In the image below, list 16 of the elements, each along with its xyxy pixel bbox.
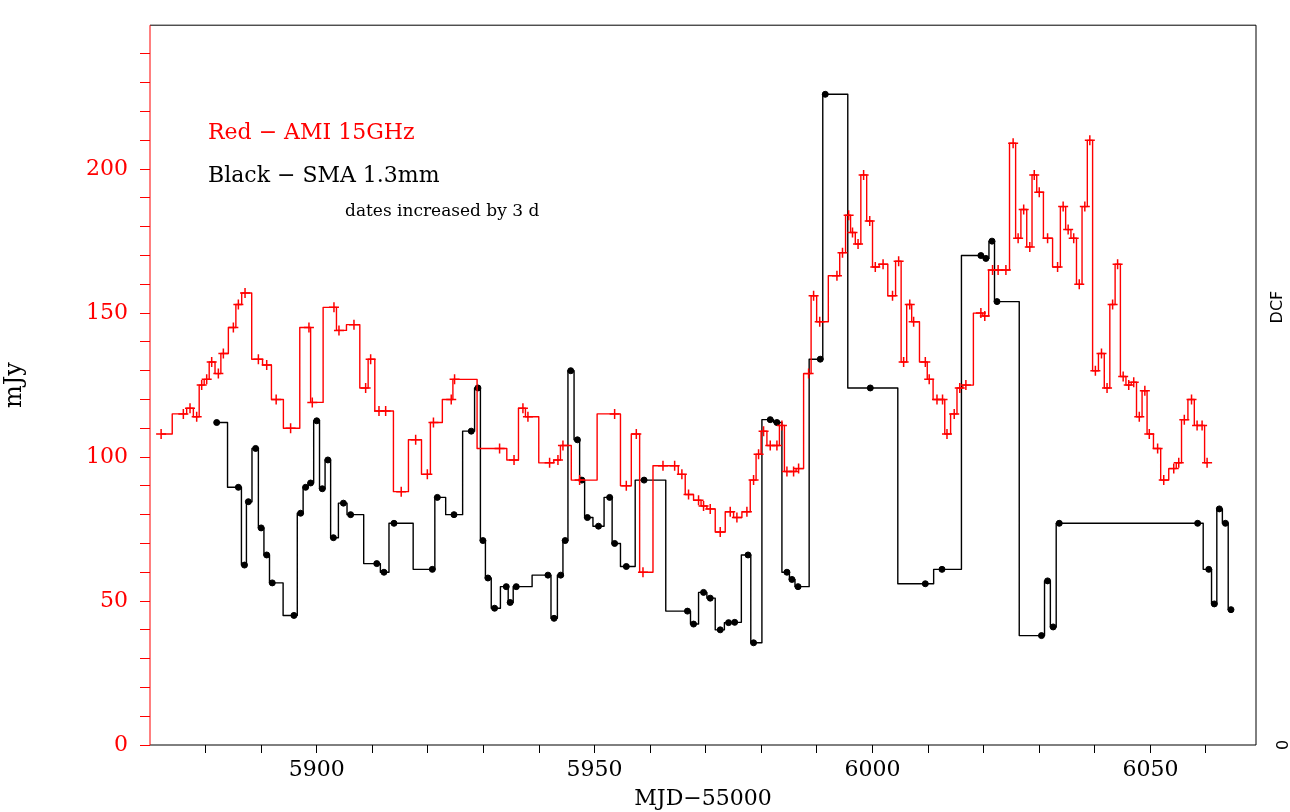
x-tick-label: 5950 (566, 755, 623, 781)
x-axis-title: MJD−55000 (634, 784, 772, 810)
annotation: dates increased by 3 d (345, 199, 540, 220)
y-tick-label: 50 (100, 586, 128, 612)
text: Black − SMA 1.3mm (208, 161, 440, 187)
y-axis-title: mJy (0, 361, 27, 409)
y2-axis-title: DCF (1267, 290, 1287, 324)
text: 0 (1273, 739, 1290, 751)
y-tick-label: 100 (86, 442, 128, 468)
y-tick-label: 150 (86, 298, 128, 324)
y-tick-label: 200 (86, 154, 128, 180)
text: Red − AMI 15GHz (208, 118, 415, 144)
x-tick-label: 6000 (844, 755, 901, 781)
y-tick-label: 0 (114, 730, 128, 756)
x-tick-label: 6050 (1122, 755, 1179, 781)
x-tick-label: 5900 (288, 755, 345, 781)
